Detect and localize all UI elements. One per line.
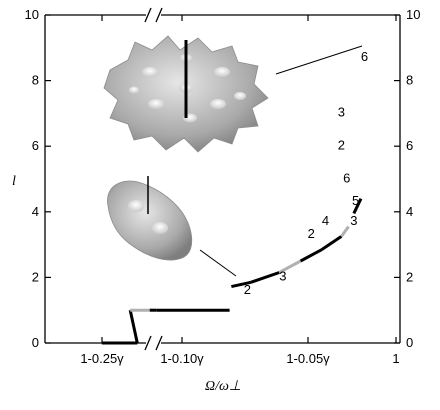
x-tick-label: 1 [392,351,399,366]
vortex-core [214,67,230,77]
data-segment [278,259,302,274]
single-vortex-inset [107,176,193,261]
data-segment [299,248,323,263]
vortex-core [142,67,158,77]
y-tick-label-right: 8 [406,73,413,88]
axis-break-marks [144,7,163,351]
vortex-core [129,86,139,94]
y-tick-label-right: 10 [406,7,420,22]
x-tick-label: 1-0.10γ [160,351,204,366]
ticks [45,14,400,344]
data-segment [231,280,252,289]
data-segment [250,271,280,284]
break-mark [144,7,152,23]
x-tick-label: 1-0.05γ [286,351,330,366]
break-mark [155,7,163,23]
y-axis-title: l [12,174,16,189]
x-axis-title: Ω/ω⊥ [205,379,241,394]
vortex-core [210,99,226,109]
y-tick-label-left: 10 [25,7,39,22]
break-mark [155,335,163,351]
segment-label: 6 [361,49,368,64]
data-segment [340,225,350,238]
y-tick-labels: 0 02 24 46 68 810 10 [25,7,421,350]
x-tick-label: 1-0.25γ [80,351,124,366]
segment-label: 2 [244,282,251,297]
vortex-core [234,92,246,100]
segment-label: 3 [338,105,345,120]
y-tick-label-right: 2 [406,269,413,284]
segment-label: 6 [343,170,350,185]
segment-label: 4 [322,213,329,228]
vortex-lattice-inset [103,35,269,153]
inset-pointer [275,45,363,75]
torus-hole [152,222,168,234]
y-tick-label-right: 0 [406,335,413,350]
break-mark [144,335,152,351]
data-segment [321,235,343,251]
data-segment [352,198,363,215]
y-tick-label-left: 2 [32,269,39,284]
segment-label: 2 [338,137,345,152]
data-segment [128,309,139,344]
plot-area [101,21,380,345]
y-tick-label-left: 8 [32,73,39,88]
inset-pointer [199,249,237,277]
x-tick-labels: 1-0.25γ 1-0.10γ 1-0.05γ 1 [80,351,399,366]
axes-frame [44,14,401,344]
segment-label: 5 [352,193,359,208]
y-tick-label-left: 0 [32,335,39,350]
vortex-core [148,99,164,109]
y-tick-label-right: 4 [406,204,413,219]
torus-shape [107,180,193,261]
segment-label: 3 [350,213,357,228]
y-tick-label-left: 4 [32,204,39,219]
torus-hole [128,200,144,212]
segment-label: 3 [279,269,286,284]
y-tick-label-right: 6 [406,138,413,153]
segment-label: 2 [308,226,315,241]
y-tick-label-left: 6 [32,138,39,153]
